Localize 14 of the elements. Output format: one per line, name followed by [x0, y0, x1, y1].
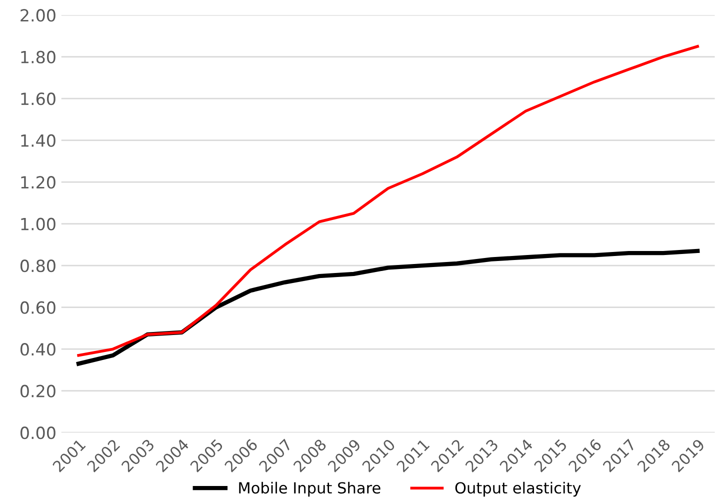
y-tick-label: 1.00 [21, 218, 56, 230]
y-tick-label: 1.60 [21, 92, 56, 106]
y-tick-label: 2.00 [20, 9, 56, 22]
y-tick-label: 1.40 [21, 134, 56, 147]
legend-label: Output elasticity [455, 482, 581, 497]
y-tick-label: 0.20 [20, 384, 56, 398]
line-series [77, 45, 699, 357]
y-tick-label: 0.60 [20, 301, 56, 314]
y-tick-label: 0.80 [20, 260, 56, 272]
y-tick-label: 0.40 [20, 343, 56, 356]
y-tick-label: 1.80 [21, 50, 56, 64]
y-tick-label: 0.00 [20, 426, 56, 440]
legend-label: Mobile Input Share [239, 482, 380, 497]
y-tick-label: 1.20 [21, 176, 56, 189]
